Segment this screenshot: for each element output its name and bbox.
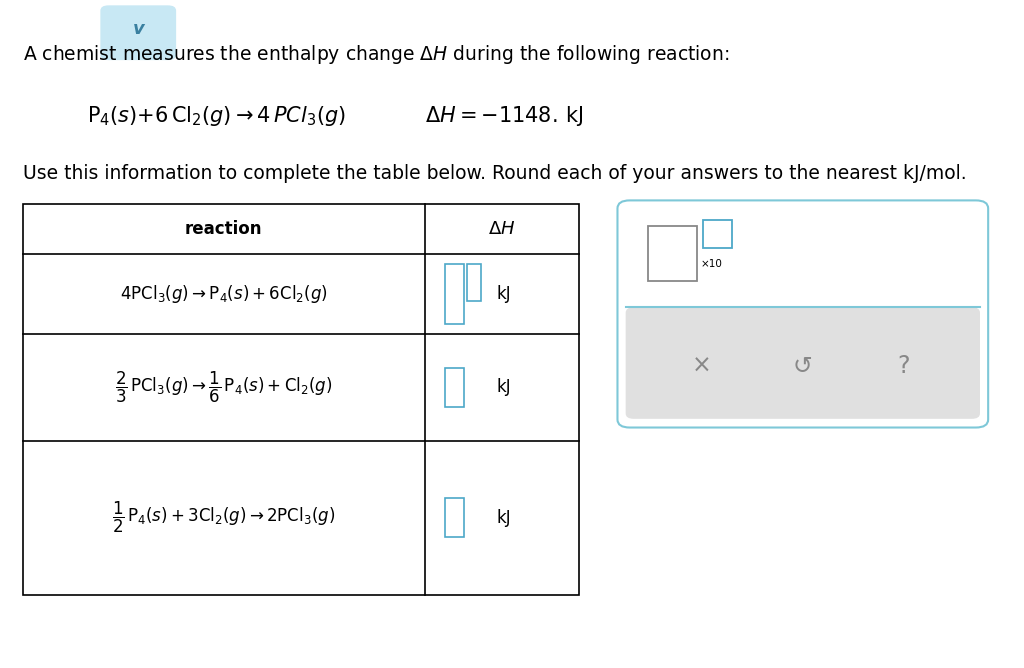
Text: $\mathrm{P_4}\mathit{(s)}$$ + 6\,\mathrm{Cl_2}\mathit{(g){\rightarrow}4\,PCl_3\m: $\mathrm{P_4}\mathit{(s)}$$ + 6\,\mathrm… bbox=[87, 104, 346, 128]
FancyBboxPatch shape bbox=[626, 307, 980, 419]
Text: ↺: ↺ bbox=[793, 354, 813, 377]
Text: ?: ? bbox=[897, 354, 910, 377]
Text: kJ: kJ bbox=[497, 285, 511, 303]
FancyBboxPatch shape bbox=[467, 264, 481, 301]
Text: kJ: kJ bbox=[497, 379, 511, 396]
Text: v: v bbox=[132, 20, 144, 37]
Text: Use this information to complete the table below. Round each of your answers to : Use this information to complete the tab… bbox=[23, 164, 967, 182]
FancyBboxPatch shape bbox=[445, 368, 464, 407]
Text: reaction: reaction bbox=[185, 220, 262, 238]
FancyBboxPatch shape bbox=[100, 5, 176, 60]
Text: $\Delta\mathit{H}{=}{-}1148.\,\mathrm{kJ}$: $\Delta\mathit{H}{=}{-}1148.\,\mathrm{kJ… bbox=[425, 104, 584, 128]
FancyBboxPatch shape bbox=[703, 220, 732, 248]
Text: ×: × bbox=[692, 354, 712, 377]
FancyBboxPatch shape bbox=[617, 200, 988, 428]
Text: A chemist measures the enthalpy change $\Delta\mathit{H}$ during the following r: A chemist measures the enthalpy change $… bbox=[23, 43, 729, 66]
FancyBboxPatch shape bbox=[648, 226, 697, 281]
Text: kJ: kJ bbox=[497, 509, 511, 526]
Text: $\dfrac{1}{2}\,\mathrm{P_4}\mathit{(s)} + 3\mathrm{Cl_2}\mathit{(g)} \rightarrow: $\dfrac{1}{2}\,\mathrm{P_4}\mathit{(s)} … bbox=[112, 500, 336, 535]
Text: ×10: ×10 bbox=[700, 259, 722, 269]
FancyBboxPatch shape bbox=[445, 498, 464, 537]
Text: $\Delta\mathit{H}$: $\Delta\mathit{H}$ bbox=[488, 220, 515, 238]
Bar bbox=[23, 204, 579, 595]
FancyBboxPatch shape bbox=[445, 264, 464, 324]
Text: $4\mathrm{PCl_3}\mathit{(g)} \rightarrow \mathrm{P_4}\mathit{(s)} + 6\mathrm{Cl_: $4\mathrm{PCl_3}\mathit{(g)} \rightarrow… bbox=[120, 283, 328, 305]
Text: $\dfrac{2}{3}\,\mathrm{PCl_3}\mathit{(g)} \rightarrow \dfrac{1}{6}\,\mathrm{P_4}: $\dfrac{2}{3}\,\mathrm{PCl_3}\mathit{(g)… bbox=[115, 370, 333, 405]
